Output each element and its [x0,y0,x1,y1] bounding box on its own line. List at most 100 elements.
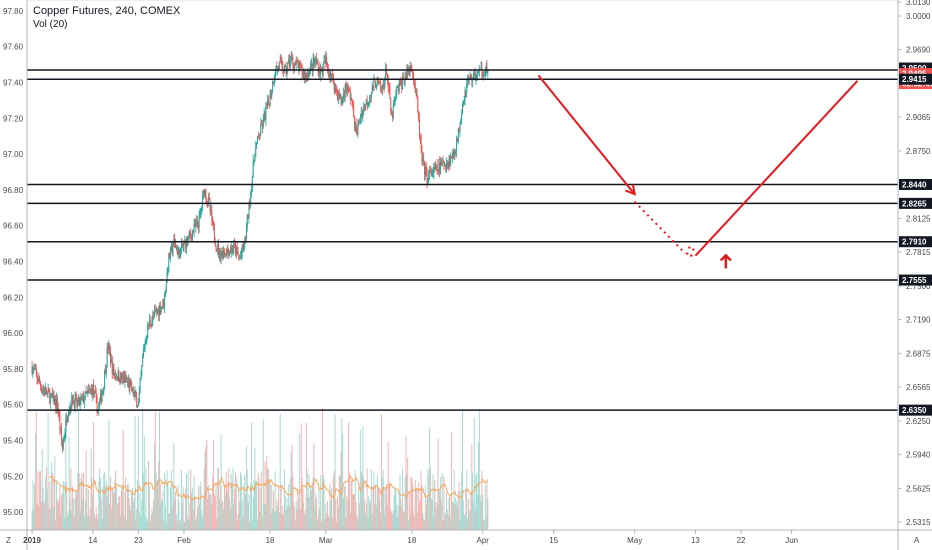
volume-bar [257,473,259,530]
volume-bar [131,490,133,530]
volume-bar [201,510,203,530]
candle-body [190,234,192,236]
candle-body [243,246,245,248]
candle-body [391,110,393,115]
volume-bar [375,484,377,530]
volume-bar [379,499,381,530]
volume-bar [134,416,136,530]
volume-bar [132,501,134,530]
candle-body [207,201,209,203]
candle-body [144,342,146,349]
candle-body [410,66,412,70]
candle-body [262,116,264,127]
corner-a-label[interactable]: A [914,536,920,545]
volume-bar [277,505,279,530]
volume-bar [164,506,166,530]
volume-bar [87,514,89,530]
candle-body [127,380,129,383]
candle-body [80,397,82,399]
candle-body [465,90,467,93]
volume-bar [348,422,350,530]
volume-bar [61,493,63,530]
candle-body [89,389,91,391]
corner-z-label[interactable]: Z [6,536,11,545]
volume-bar [450,517,452,530]
price-label-box [899,274,932,286]
volume-bar [382,469,384,530]
volume-indicator-label[interactable]: Vol (20) [33,19,68,30]
volume-bar [416,488,418,530]
candle-body [353,104,355,117]
candle-body [395,94,397,99]
candle-body [240,256,242,259]
volume-bar [253,480,255,530]
candle-body [191,235,193,240]
volume-bar [72,486,74,530]
volume-bar [406,475,408,530]
candle-body [195,223,197,227]
volume-bar [120,515,122,530]
volume-bar [233,504,235,530]
volume-bar [122,430,124,530]
volume-bar [94,513,96,530]
candle-body [67,416,69,423]
candle-body [238,254,240,257]
volume-bar [401,507,403,530]
volume-bar [333,470,335,530]
volume-bar [413,516,415,530]
volume-bar [329,484,331,530]
volume-bar [251,423,253,530]
candle-body [120,373,122,383]
candle-body [348,86,350,89]
volume-bar [421,485,423,530]
candle-body [73,400,75,408]
candle-body [43,389,45,391]
volume-bar [241,500,243,530]
candle-body [255,146,257,158]
price-label: 2.7910 [902,238,927,247]
candle-body [113,367,115,375]
candle-body [270,94,272,97]
volume-bar [334,413,336,530]
candle-body [350,98,352,100]
volume-bar [186,516,188,530]
x-tick-label: Mar [319,536,333,545]
candle-body [361,113,363,117]
volume-bar [111,487,113,530]
volume-bar [148,484,150,530]
volume-bar [346,495,348,530]
volume-bar [296,509,298,530]
candle-body [102,390,104,394]
volume-bar [52,507,54,530]
volume-bar [265,503,267,530]
candle-body [183,242,185,247]
volume-bar [229,498,231,530]
candle-body [323,60,325,63]
candle-body [253,160,255,162]
volume-bar [261,516,263,530]
candle-body [45,388,47,395]
candle-body [272,81,274,92]
chart-title: Copper Futures, 240, COMEX [33,5,181,17]
candle-body [196,220,198,224]
volume-bar [213,493,215,530]
candle-body [461,114,463,121]
candle-body [319,68,321,75]
candle-body [122,375,124,378]
volume-bar [315,493,317,530]
candle-body [77,402,79,406]
volume-bar [311,482,313,530]
left-tick-label: 96.40 [3,258,24,267]
candle-body [284,65,286,67]
x-tick-label: Feb [177,536,191,545]
candle-body [328,72,330,74]
volume-bar [260,488,262,530]
volume-bar [171,506,173,530]
volume-bar [240,471,242,530]
volume-bar [267,468,269,530]
volume-bar [236,520,238,530]
volume-bar [215,483,217,530]
price-label-box [899,197,932,209]
volume-bar [170,470,172,530]
